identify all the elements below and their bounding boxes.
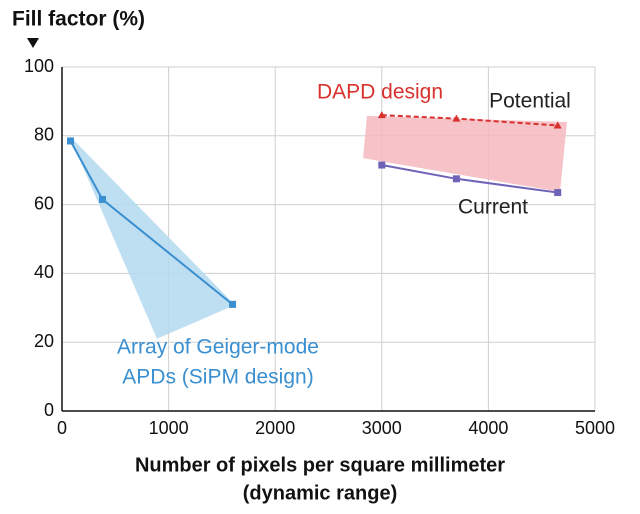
x-tick-label: 0 xyxy=(57,418,67,438)
y-tick-label: 40 xyxy=(34,262,54,282)
x-tick-label: 5000 xyxy=(575,418,615,438)
point-marker xyxy=(554,189,562,197)
point-marker xyxy=(229,300,237,308)
x-tick-label: 4000 xyxy=(468,418,508,438)
point-marker xyxy=(377,111,386,119)
point-marker xyxy=(452,175,460,183)
y-tick-label: 0 xyxy=(44,400,54,420)
annotation: DAPD design xyxy=(317,81,443,104)
x-axis-label: (dynamic range) xyxy=(243,482,397,504)
annotation: Potential xyxy=(489,90,571,113)
title-arrow xyxy=(27,38,39,48)
x-tick-label: 3000 xyxy=(362,418,402,438)
annotation: Array of Geiger-mode xyxy=(117,336,319,359)
point-marker xyxy=(378,161,386,169)
chart-title: Fill factor (%) xyxy=(12,8,145,31)
shaded-region xyxy=(363,115,567,192)
y-tick-label: 100 xyxy=(24,56,54,76)
y-tick-label: 80 xyxy=(34,125,54,145)
y-tick-label: 60 xyxy=(34,193,54,213)
annotation: APDs (SiPM design) xyxy=(122,366,313,389)
point-marker xyxy=(553,121,562,129)
y-tick-label: 20 xyxy=(34,331,54,351)
annotation: Current xyxy=(458,196,528,219)
point-marker xyxy=(99,195,107,203)
x-tick-label: 2000 xyxy=(255,418,295,438)
x-tick-label: 1000 xyxy=(149,418,189,438)
point-marker xyxy=(452,114,461,122)
x-axis-label: Number of pixels per square millimeter xyxy=(135,454,505,476)
point-marker xyxy=(67,137,75,145)
shaded-region xyxy=(69,135,236,339)
